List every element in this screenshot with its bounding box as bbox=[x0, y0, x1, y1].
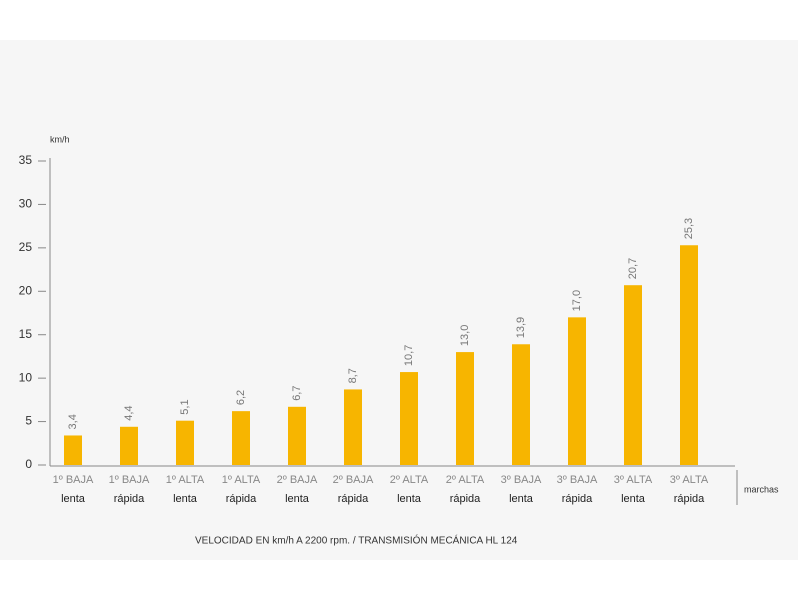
bar bbox=[64, 435, 82, 465]
y-tick-label: 10 bbox=[19, 370, 33, 384]
value-label: 10,7 bbox=[403, 345, 415, 366]
bar bbox=[456, 352, 474, 465]
y-tick-label: 35 bbox=[19, 153, 33, 167]
x-tick-label: 2º BAJA bbox=[277, 474, 318, 486]
x-tick-label: 3º BAJA bbox=[501, 474, 542, 486]
value-label: 20,7 bbox=[627, 258, 639, 279]
x-tick-label: 3º ALTA bbox=[614, 474, 653, 486]
x-tick-label: rápida bbox=[226, 493, 257, 505]
bar bbox=[400, 372, 418, 465]
y-axis-label: km/h bbox=[50, 134, 70, 144]
x-tick-label: lenta bbox=[61, 493, 86, 505]
x-tick-label: 2º BAJA bbox=[333, 474, 374, 486]
value-label: 8,7 bbox=[347, 368, 359, 383]
bar bbox=[120, 426, 138, 465]
bar bbox=[624, 285, 642, 465]
value-label: 6,2 bbox=[235, 390, 247, 405]
x-axis-label: marchas bbox=[744, 484, 779, 494]
y-tick-label: 25 bbox=[19, 240, 33, 254]
y-tick-label: 20 bbox=[19, 283, 33, 297]
y-tick-label: 30 bbox=[19, 197, 33, 211]
value-label: 17,0 bbox=[571, 290, 583, 311]
x-tick-label: lenta bbox=[285, 493, 310, 505]
x-tick-label: lenta bbox=[397, 493, 422, 505]
bar bbox=[680, 245, 698, 465]
x-tick-label: 1º ALTA bbox=[222, 474, 261, 486]
x-tick-label: 1º ALTA bbox=[166, 474, 205, 486]
chart-title: VELOCIDAD EN km/h A 2200 rpm. / TRANSMIS… bbox=[195, 534, 518, 547]
y-tick-label: 15 bbox=[19, 327, 33, 341]
bar bbox=[232, 411, 250, 465]
x-tick-label: 1º BAJA bbox=[109, 474, 150, 486]
bar bbox=[512, 344, 530, 465]
x-tick-label: 3º BAJA bbox=[557, 474, 598, 486]
value-label: 4,4 bbox=[123, 405, 135, 420]
bar bbox=[176, 420, 194, 465]
value-label: 13,9 bbox=[515, 317, 527, 338]
y-tick-label: 0 bbox=[25, 457, 32, 471]
y-tick-label: 5 bbox=[25, 414, 32, 428]
x-tick-label: 3º ALTA bbox=[670, 474, 709, 486]
x-tick-label: rápida bbox=[674, 493, 705, 505]
x-tick-label: rápida bbox=[450, 493, 481, 505]
value-label: 25,3 bbox=[683, 218, 695, 239]
value-label: 13,0 bbox=[459, 325, 471, 346]
value-label: 5,1 bbox=[179, 399, 191, 414]
x-tick-label: rápida bbox=[562, 493, 593, 505]
value-label: 3,4 bbox=[67, 414, 79, 429]
bar bbox=[568, 317, 586, 465]
bar bbox=[344, 389, 362, 465]
x-tick-label: lenta bbox=[621, 493, 646, 505]
x-tick-label: 2º ALTA bbox=[390, 474, 429, 486]
panel bbox=[0, 40, 798, 560]
bar bbox=[288, 406, 306, 465]
x-tick-label: 1º BAJA bbox=[53, 474, 94, 486]
x-tick-label: rápida bbox=[114, 493, 145, 505]
value-label: 6,7 bbox=[291, 386, 303, 401]
x-tick-label: 2º ALTA bbox=[446, 474, 485, 486]
x-tick-label: lenta bbox=[173, 493, 198, 505]
x-tick-label: rápida bbox=[338, 493, 369, 505]
x-tick-label: lenta bbox=[509, 493, 534, 505]
